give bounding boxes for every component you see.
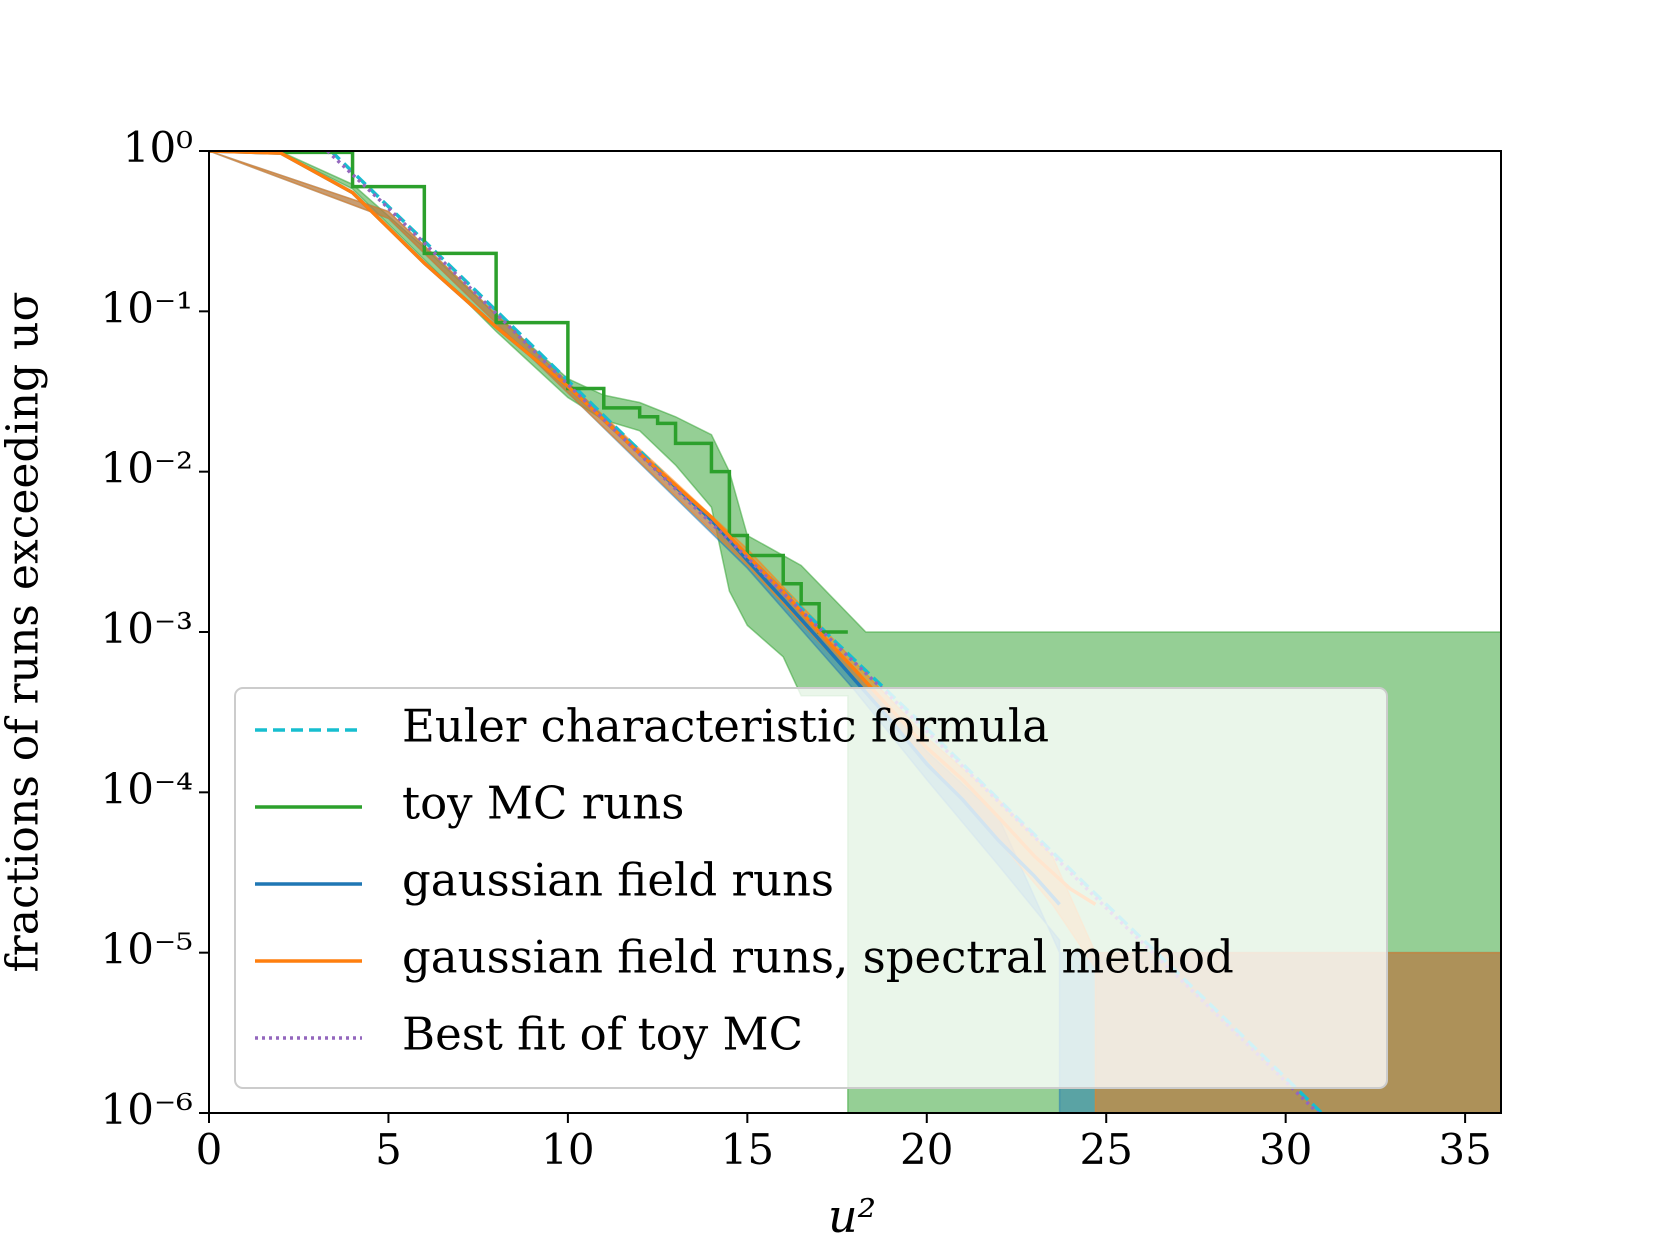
y-tick-label: 10⁻¹ xyxy=(101,283,193,332)
y-tick-label: 10⁻² xyxy=(101,444,193,493)
y-tick-label: 10⁻⁶ xyxy=(101,1085,193,1134)
x-tick-label: 25 xyxy=(1079,1125,1132,1174)
y-tick-label: 10⁻³ xyxy=(101,604,193,653)
x-tick-label: 35 xyxy=(1438,1125,1491,1174)
x-axis-label: u² xyxy=(828,1189,876,1243)
y-tick-label: 10⁰ xyxy=(123,123,193,172)
y-tick-label: 10⁻⁴ xyxy=(101,764,193,813)
legend-label: Euler characteristic formula xyxy=(402,700,1049,753)
legend-box xyxy=(234,687,1388,1089)
y-tick-label: 10⁻⁵ xyxy=(101,925,193,974)
x-tick-label: 15 xyxy=(721,1125,774,1174)
x-tick-label: 30 xyxy=(1259,1125,1312,1174)
legend-label: toy MC runs xyxy=(402,777,684,830)
x-tick-label: 10 xyxy=(541,1125,594,1174)
legend-label: gaussian field runs xyxy=(402,854,834,907)
y-axis-label: fractions of runs exceeding uσ xyxy=(0,291,49,972)
legend-label: gaussian field runs, spectral method xyxy=(402,931,1234,984)
x-tick-label: 5 xyxy=(375,1125,402,1174)
x-tick-label: 20 xyxy=(900,1125,953,1174)
x-tick-label: 0 xyxy=(196,1125,223,1174)
legend-label: Best fit of toy MC xyxy=(402,1008,803,1061)
series-line xyxy=(209,151,848,634)
